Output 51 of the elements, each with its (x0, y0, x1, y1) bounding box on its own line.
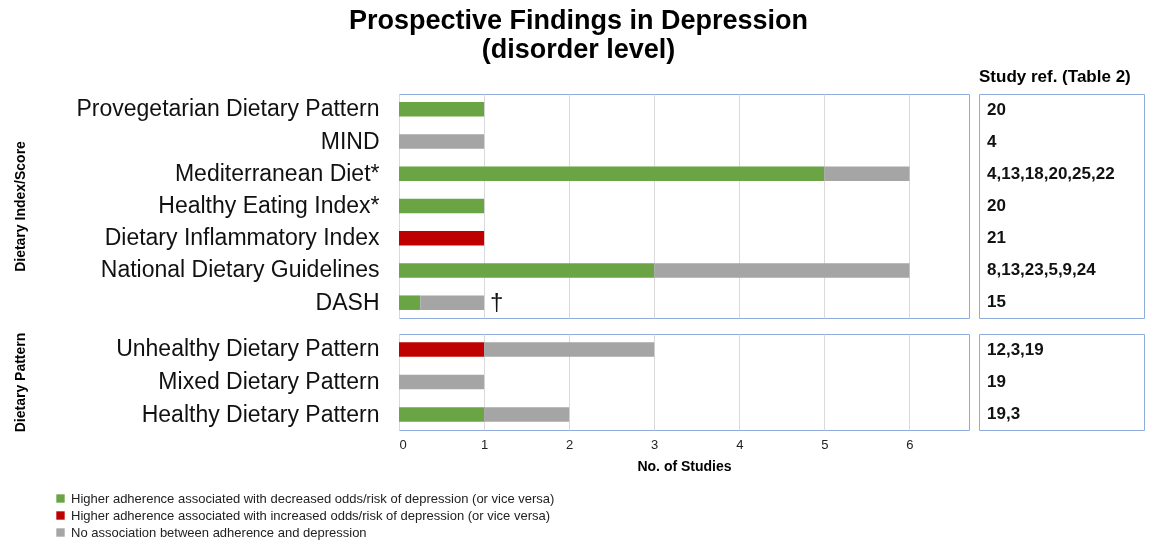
text: 4 (987, 132, 997, 151)
legend-label: No association between adherence and depression (71, 524, 367, 540)
bar (399, 263, 655, 278)
y-tick-label: Healthy Dietary Pattern (141, 400, 380, 427)
y-tick-label: Healthy Eating Index* (158, 192, 380, 218)
y-tick-label: Unhealthy Dietary Pattern (116, 335, 380, 362)
bar (824, 166, 910, 182)
y-axis-title: Dietary Index/Score (11, 140, 28, 272)
text: 19,3 (987, 404, 1021, 423)
y-tick-label: Mixed Dietary Pattern (158, 368, 380, 394)
y-tick-label: Dietary Inflammatory Index (104, 224, 380, 251)
legend-label: Higher adherence associated with increased odds/risk of depression (or vice versa) (71, 507, 551, 523)
y-tick-label: Provegetarian Dietary Pattern (76, 95, 380, 122)
bar (399, 407, 485, 422)
bar (399, 374, 485, 390)
y-axis-title: Dietary Pattern (11, 332, 28, 433)
text: Study ref. (Table 2) (979, 67, 1131, 86)
y-tick-label: Mediterranean Diet* (174, 159, 380, 186)
x-tick-label: 0 (399, 436, 407, 452)
x-tick-label: 6 (906, 436, 914, 452)
bar (399, 134, 485, 149)
text: 12,3,19 (987, 340, 1044, 359)
bar (399, 102, 485, 117)
x-tick-label: 3 (651, 436, 659, 452)
x-tick-label: 2 (566, 436, 574, 452)
bar (399, 342, 485, 357)
text: 4,13,18,20,25,22 (987, 164, 1115, 183)
bar (484, 342, 655, 357)
text: 21 (987, 228, 1006, 247)
text: 20 (987, 100, 1006, 119)
y-tick-label: National Dietary Guidelines (100, 256, 380, 283)
bar (484, 407, 570, 422)
bar (420, 295, 485, 310)
x-tick-label: 5 (821, 436, 829, 452)
y-tick-label: MIND (320, 127, 380, 154)
annotation: † (490, 287, 504, 315)
x-axis-title: No. of Studies (637, 457, 732, 474)
x-tick-label: 1 (480, 436, 489, 452)
x-tick-label: 4 (736, 436, 744, 452)
bar (399, 198, 485, 214)
text: 8,13,23,5,9,24 (987, 260, 1097, 279)
text: 20 (987, 196, 1006, 215)
text: 19 (987, 372, 1006, 391)
bar (654, 263, 910, 278)
bar (399, 166, 825, 182)
bar (399, 230, 485, 246)
text: 15 (987, 292, 1006, 311)
y-tick-label: DASH (315, 288, 380, 315)
legend-label: Higher adherence associated with decreased odds/risk of depression (or vice versa) (71, 490, 555, 506)
chart-title: Prospective Findings in Depression (348, 4, 809, 35)
bar (399, 295, 421, 310)
